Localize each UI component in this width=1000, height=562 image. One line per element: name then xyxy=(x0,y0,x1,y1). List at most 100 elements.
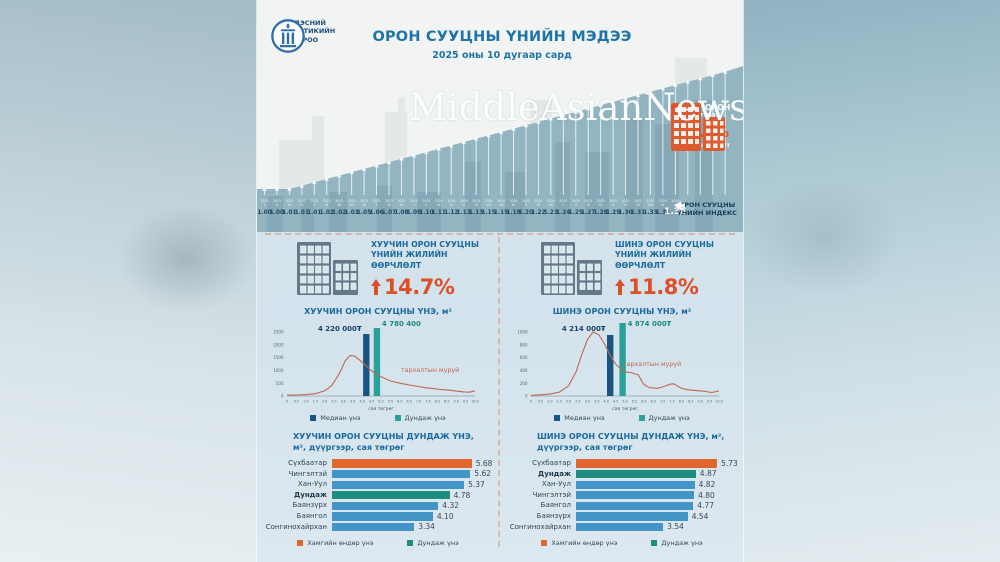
svg-text:2023: 2023 xyxy=(373,199,381,203)
svg-text:4.5: 4.5 xyxy=(369,399,374,403)
svg-text:сая төгрөг: сая төгрөг xyxy=(612,407,638,412)
svg-text:500: 500 xyxy=(276,381,284,386)
district-bar xyxy=(332,491,450,500)
total-housing-block: НИЙТ ОРОН СУУЦ xyxy=(670,103,738,151)
district-value: 3.34 xyxy=(418,522,435,532)
svg-text:2024: 2024 xyxy=(497,199,505,203)
svg-text:VII: VII xyxy=(636,203,640,207)
svg-text:6.5: 6.5 xyxy=(406,399,411,403)
svg-text:4.0: 4.0 xyxy=(359,399,364,403)
average-legend-label: Дундаж үнэ xyxy=(417,539,459,548)
blurred-right-margin xyxy=(742,0,1000,562)
svg-text:1.27: 1.27 xyxy=(581,210,595,216)
svg-text:2024: 2024 xyxy=(422,199,430,203)
svg-text:2023: 2023 xyxy=(323,199,331,203)
new-housing-header: ШИНЭ ОРОН СУУЦНЫ ҮНИЙН ЖИЛИЙН ӨӨРЧЛӨЛТ 1… xyxy=(541,240,741,299)
new-price-distribution-chart: 1000 800 600 400 200 00 0.5 1.0 1.5 2.0 2.5 3.0 3.5 4… xyxy=(517,320,723,412)
svg-text:1.18: 1.18 xyxy=(506,210,520,216)
svg-text:1.02: 1.02 xyxy=(332,210,346,216)
district-value: 4.54 xyxy=(691,511,709,521)
district-bar xyxy=(332,512,433,521)
svg-text:2.0: 2.0 xyxy=(566,399,571,403)
svg-text:1.06: 1.06 xyxy=(369,210,383,216)
svg-text:5.5: 5.5 xyxy=(388,399,393,403)
svg-text:1.00: 1.00 xyxy=(257,210,271,216)
svg-text:4 220 000₮: 4 220 000₮ xyxy=(318,325,362,333)
district-label: Сонгинохайрхан xyxy=(265,522,327,531)
svg-text:2023: 2023 xyxy=(298,199,306,203)
svg-text:1.00: 1.00 xyxy=(270,210,284,216)
svg-text:1.24: 1.24 xyxy=(556,210,570,216)
old-housing-column: ХУУЧИН ОРОН СУУЦНЫ ҮНИЙН ЖИЛИЙН ӨӨРЧЛӨЛТ… xyxy=(259,235,497,547)
svg-text:2025: 2025 xyxy=(671,199,679,203)
district-bar-row: Дундаж 4.78 xyxy=(263,490,497,501)
svg-text:I: I xyxy=(563,203,564,207)
old-districts-bars: Сүхбаатар 5.68 Чингэлтэй 5.62 Хан-Уул 5.37 Дун… xyxy=(263,458,497,532)
district-label: Сонгинохайрхан xyxy=(509,522,571,531)
svg-text:2024: 2024 xyxy=(534,199,542,203)
svg-text:IX: IX xyxy=(661,203,665,207)
svg-text:XII: XII xyxy=(549,203,553,207)
district-bar-row: Сонгинохайрхан 3.34 xyxy=(263,522,497,533)
district-label: Хан-Уул xyxy=(297,480,327,489)
price-index-chart: 2023 I 1.00 2023 II 1.00 2023 III 1.01 2023 IV 1.01… xyxy=(257,0,743,232)
svg-text:1.11: 1.11 xyxy=(432,210,446,216)
svg-text:V: V xyxy=(463,203,466,207)
svg-text:2025: 2025 xyxy=(559,199,567,203)
district-label: Чингэлтэй xyxy=(288,469,327,478)
index-title: ОРОН СУУЦНЫ ҮНИЙН ИНДЕКС xyxy=(677,201,737,218)
left-arrow-icon xyxy=(674,201,685,210)
svg-text:тархалтын муруй: тархалтын муруй xyxy=(401,366,459,374)
svg-text:1.13: 1.13 xyxy=(457,210,471,216)
district-label: Сүхбаатар xyxy=(532,459,571,468)
median-legend-label: Медиан үнэ xyxy=(320,413,361,422)
median-legend-label: Медиан үнэ xyxy=(564,413,605,422)
nso-logo: ҮНДЭСНИЙ СТАТИСТИКИЙН ХОРОО xyxy=(269,17,341,53)
svg-text:1.0: 1.0 xyxy=(303,399,308,403)
svg-text:3.0: 3.0 xyxy=(585,399,590,403)
svg-text:1.12: 1.12 xyxy=(444,210,458,216)
new-housing-column: ШИНЭ ОРОН СУУЦНЫ ҮНИЙН ЖИЛИЙН ӨӨРЧЛӨЛТ 1… xyxy=(503,235,741,547)
svg-text:1.02: 1.02 xyxy=(320,210,334,216)
district-label: Баянзүрх xyxy=(292,501,327,510)
svg-text:1.0: 1.0 xyxy=(547,399,552,403)
svg-text:2024: 2024 xyxy=(447,199,455,203)
district-bar xyxy=(576,480,695,489)
district-value: 3.54 xyxy=(667,522,684,532)
new-housing-change-title: ШИНЭ ОРОН СУУЦНЫ ҮНИЙН ЖИЛИЙН ӨӨРЧЛӨЛТ xyxy=(615,240,714,270)
svg-text:1.10: 1.10 xyxy=(419,210,433,216)
median-legend-swatch xyxy=(554,414,561,421)
svg-text:8.5: 8.5 xyxy=(444,399,449,403)
svg-text:1.36: 1.36 xyxy=(664,207,686,217)
svg-text:6.0: 6.0 xyxy=(397,399,402,403)
svg-text:2023: 2023 xyxy=(310,199,318,203)
svg-text:IV: IV xyxy=(450,203,454,207)
svg-text:1.01: 1.01 xyxy=(307,210,321,216)
district-bar-row: Сүхбаатар 5.68 xyxy=(263,458,497,469)
district-bar xyxy=(332,459,472,468)
district-bar-row: Дундаж 4.87 xyxy=(507,469,741,480)
district-bar-row: Баянгол 4.77 xyxy=(507,501,741,512)
district-bar xyxy=(332,522,415,532)
district-bar-row: Баянзүрх 4.54 xyxy=(507,511,741,522)
district-label: Хан-Уул xyxy=(541,480,571,489)
svg-text:7.5: 7.5 xyxy=(425,399,430,403)
highest-legend-swatch xyxy=(297,540,304,547)
svg-text:2025: 2025 xyxy=(647,199,655,203)
svg-text:0.5: 0.5 xyxy=(294,399,299,403)
index-area-chart: 2023I1.002023II1.002023III1.012023IV1.01… xyxy=(257,0,743,232)
up-arrow-icon xyxy=(615,278,625,295)
average-legend-swatch xyxy=(394,414,401,421)
svg-text:2.0: 2.0 xyxy=(322,399,327,403)
svg-text:10.0: 10.0 xyxy=(715,399,723,403)
infographic-panel: 2023 I 1.00 2023 II 1.00 2023 III 1.01 2023 IV 1.01… xyxy=(257,0,743,562)
svg-text:XI: XI xyxy=(537,203,540,207)
svg-text:X: X xyxy=(375,203,378,207)
svg-text:1.09: 1.09 xyxy=(407,210,421,216)
svg-text:1.23: 1.23 xyxy=(544,210,558,216)
district-bar xyxy=(576,470,696,479)
vertical-divider xyxy=(498,237,500,547)
svg-text:1.34: 1.34 xyxy=(656,210,670,216)
svg-text:0: 0 xyxy=(281,393,284,398)
svg-text:2.5: 2.5 xyxy=(331,399,336,403)
